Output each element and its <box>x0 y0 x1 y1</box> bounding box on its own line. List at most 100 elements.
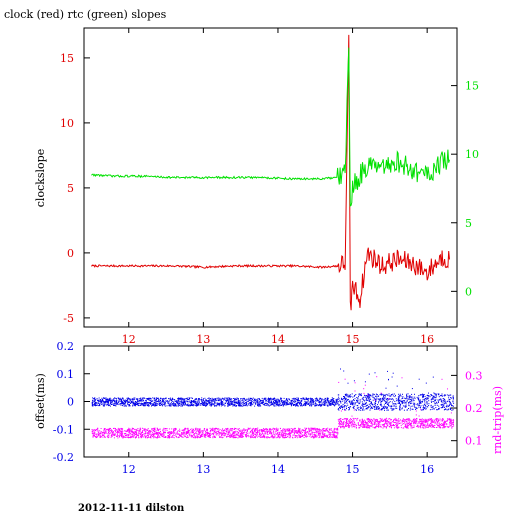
scatter-point <box>94 404 96 405</box>
scatter-point <box>174 434 176 436</box>
scatter-point <box>208 402 210 403</box>
scatter-point <box>129 430 131 432</box>
scatter-point <box>234 432 236 434</box>
scatter-point <box>447 409 449 411</box>
scatter-point <box>281 402 283 404</box>
scatter-point <box>425 406 427 408</box>
scatter-point <box>271 402 273 404</box>
scatter-point <box>234 397 236 399</box>
scatter-point <box>186 433 187 435</box>
scatter-point <box>147 428 149 430</box>
scatter-point <box>361 420 363 422</box>
scatter-point <box>449 422 451 424</box>
scatter-point <box>375 407 377 409</box>
scatter-point <box>398 421 400 423</box>
scatter-point <box>346 408 347 409</box>
scatter-point <box>452 398 454 399</box>
scatter-point <box>283 435 285 437</box>
scatter-point <box>397 397 399 399</box>
scatter-point <box>359 394 361 396</box>
scatter-point <box>205 430 207 432</box>
scatter-point <box>196 436 198 438</box>
scatter-point <box>351 400 353 402</box>
scatter-point <box>451 405 453 407</box>
scatter-point <box>260 405 262 407</box>
scatter-point <box>103 397 104 399</box>
scatter-point <box>275 437 277 439</box>
scatter-point <box>395 403 397 405</box>
scatter-point <box>220 402 222 404</box>
scatter-point <box>238 404 240 406</box>
scatter-point <box>373 393 375 395</box>
scatter-point <box>220 405 222 407</box>
scatter-point <box>293 431 295 433</box>
scatter-point <box>242 429 244 431</box>
scatter-point <box>264 404 266 406</box>
scatter-point <box>346 425 348 427</box>
scatter-point <box>356 419 358 421</box>
scatter-point <box>298 428 300 430</box>
scatter-point <box>333 400 335 402</box>
top-plot-frame <box>83 27 458 328</box>
scatter-point <box>210 429 212 431</box>
scatter-point <box>204 434 206 435</box>
scatter-point <box>142 427 143 429</box>
scatter-point <box>202 401 204 403</box>
scatter-point <box>290 399 292 401</box>
scatter-point <box>231 403 233 405</box>
scatter-point <box>374 399 376 401</box>
scatter-point <box>370 398 372 400</box>
scatter-point <box>281 435 283 437</box>
scatter-point <box>374 419 376 421</box>
scatter-point <box>341 426 343 428</box>
scatter-point <box>396 424 397 426</box>
scatter-point <box>386 393 388 395</box>
scatter-point <box>427 398 429 400</box>
scatter-point <box>334 436 336 438</box>
scatter-point <box>349 419 351 421</box>
scatter-point <box>180 403 182 405</box>
scatter-point <box>195 436 197 438</box>
scatter-point <box>94 431 96 433</box>
scatter-point <box>205 434 207 436</box>
scatter-point <box>449 419 451 421</box>
scatter-point <box>272 433 274 435</box>
scatter-point <box>135 436 137 438</box>
scatter-point <box>101 397 103 399</box>
scatter-point <box>216 428 218 429</box>
scatter-point <box>351 393 353 395</box>
scatter-point <box>436 421 438 423</box>
scatter-point <box>105 401 107 403</box>
scatter-point <box>348 426 350 428</box>
scatter-point <box>394 419 396 421</box>
scatter-point <box>157 397 159 399</box>
scatter-point <box>414 402 416 404</box>
scatter-point <box>325 401 327 403</box>
scatter-point <box>98 432 100 434</box>
scatter-point <box>313 436 315 438</box>
scatter-point <box>121 434 123 436</box>
scatter-point <box>306 431 308 433</box>
scatter-point <box>134 398 136 400</box>
scatter-point <box>253 402 254 404</box>
scatter-point <box>207 435 209 437</box>
scatter-point <box>145 403 147 405</box>
scatter-point <box>293 428 295 430</box>
scatter-point <box>107 433 109 435</box>
scatter-point <box>196 429 198 431</box>
scatter-point <box>318 430 320 432</box>
scatter-point <box>375 420 377 422</box>
scatter-point <box>349 396 351 398</box>
scatter-point <box>365 420 366 422</box>
scatter-point <box>156 397 158 399</box>
scatter-point <box>154 400 156 402</box>
scatter-point <box>113 431 114 433</box>
scatter-point <box>104 401 106 403</box>
scatter-point <box>204 403 206 405</box>
scatter-point <box>150 401 152 402</box>
scatter-point <box>198 429 200 431</box>
scatter-point <box>397 396 399 398</box>
scatter-point <box>176 436 178 438</box>
scatter-point <box>241 433 243 435</box>
